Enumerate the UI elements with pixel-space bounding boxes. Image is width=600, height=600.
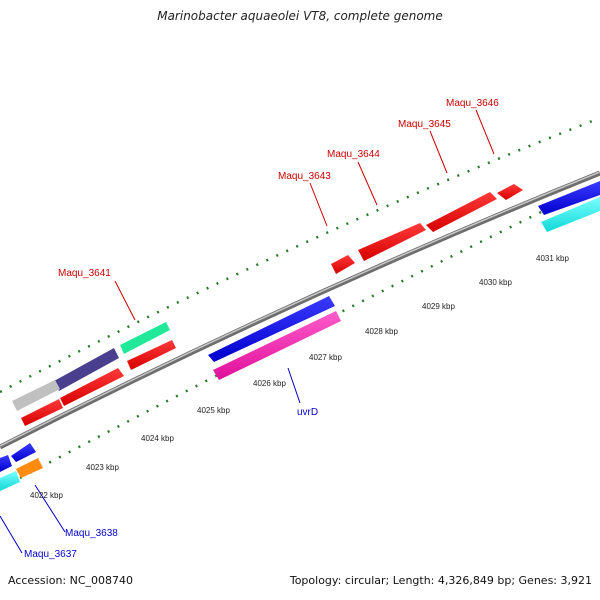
gene-3641a <box>120 322 170 354</box>
gene-uvrd-blue <box>208 296 335 362</box>
reverse-genes <box>0 181 600 491</box>
forward-label-lines <box>114 109 495 321</box>
ruler-label: 4028 kbp <box>365 327 398 336</box>
accession-text: Accession: NC_008740 <box>8 574 134 587</box>
genome-summary-text: Topology: circular; Length: 4,326,849 bp… <box>289 574 592 587</box>
ruler-label: 4031 kbp <box>536 254 569 263</box>
outer-tick-track <box>0 116 600 394</box>
label-maqu-3646: Maqu_3646 <box>446 98 499 109</box>
reverse-label-lines <box>0 367 301 554</box>
gene-3639-gray <box>12 380 60 411</box>
label-maqu-3638: Maqu_3638 <box>65 528 118 539</box>
forward-genes <box>12 184 523 426</box>
label-maqu-3644: Maqu_3644 <box>327 149 380 160</box>
gene-3641b <box>127 340 176 370</box>
gene-3638-orange <box>16 458 43 478</box>
ruler-label: 4026 kbp <box>253 379 286 388</box>
ruler-label: 4022 kbp <box>30 491 63 500</box>
gene-3638-blue <box>11 443 36 462</box>
gene-3644 <box>358 223 426 261</box>
ruler-label: 4027 kbp <box>309 353 342 362</box>
gene-3640-purple <box>54 348 119 391</box>
label-uvrd: uvrD <box>297 407 318 418</box>
ruler-label: 4023 kbp <box>86 463 119 472</box>
ruler-label: 4025 kbp <box>197 406 230 415</box>
gene-3645 <box>426 192 497 232</box>
ruler-label: 4030 kbp <box>479 278 512 287</box>
label-maqu-3645: Maqu_3645 <box>398 119 451 130</box>
gene-3646 <box>497 184 523 200</box>
ruler-label: 4024 kbp <box>141 434 174 443</box>
gene-3637-blue <box>0 455 12 472</box>
gene-right-cyan <box>541 197 600 232</box>
gene-3643 <box>331 255 355 274</box>
label-maqu-3643: Maqu_3643 <box>278 171 331 182</box>
gene-right-blue <box>538 181 600 215</box>
gene-uvrd-pink <box>213 311 341 380</box>
gene-3639-red <box>21 399 63 426</box>
backbone <box>0 170 600 450</box>
ruler-label: 4029 kbp <box>422 302 455 311</box>
label-maqu-3641: Maqu_3641 <box>58 268 111 279</box>
label-maqu-3637: Maqu_3637 <box>24 549 77 560</box>
gene-3637-cyan <box>0 471 20 491</box>
map-title: Marinobacter aquaeolei VT8, complete gen… <box>157 9 443 23</box>
gene-3640-red <box>60 368 124 406</box>
